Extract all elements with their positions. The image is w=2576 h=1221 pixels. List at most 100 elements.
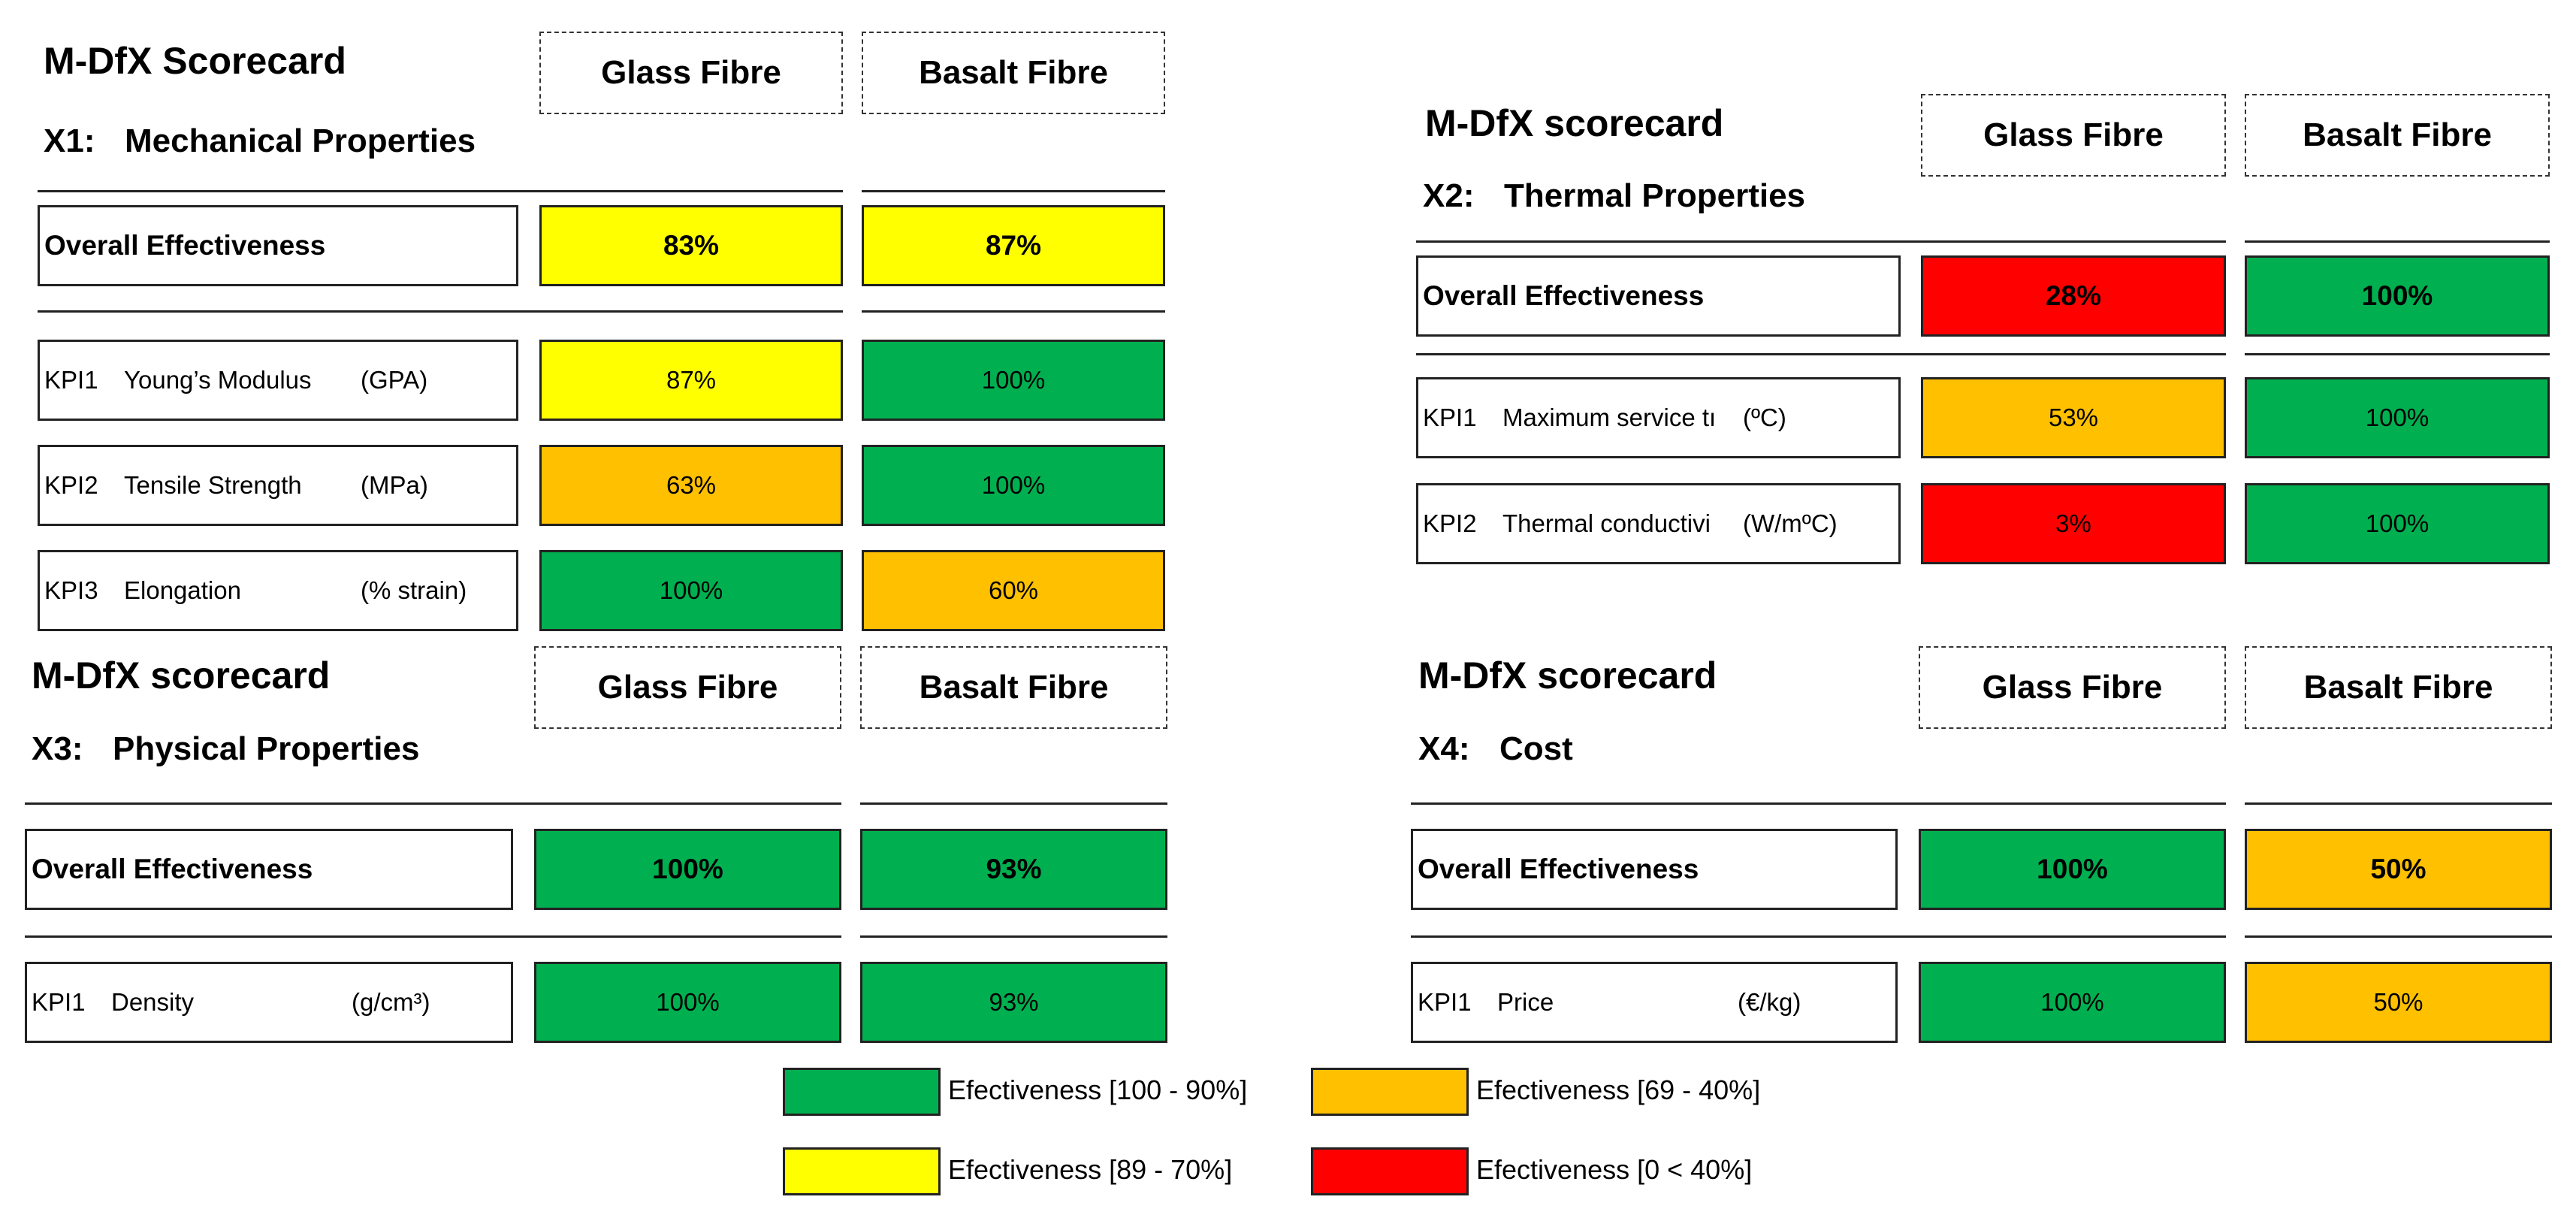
divider-line — [862, 190, 1165, 192]
legend-label: Efectiveness [69 - 40%] — [1476, 1074, 1761, 1105]
kpi-id: KPI3 — [44, 576, 98, 604]
scorecard-title: M-DfX Scorecard — [44, 40, 346, 82]
kpi-label: KPI3 Elongation (% strain) — [38, 550, 518, 631]
divider-line — [2245, 353, 2550, 355]
section-subtitle: X3: Physical Properties — [32, 730, 419, 768]
column-header-glass-fibre: Glass Fibre — [1921, 94, 2226, 177]
kpi-label: KPI1 Density (g/cm³) — [25, 962, 513, 1043]
scorecard-title: M-DfX scorecard — [1425, 102, 1724, 144]
section-name: Mechanical Properties — [125, 122, 476, 159]
kpi-glass-fibre-cell: 63% — [539, 445, 843, 526]
kpi-name: Young’s Modulus — [124, 366, 312, 394]
kpi-id: KPI1 — [1423, 403, 1477, 431]
overall-basalt-fibre-cell: 100% — [2245, 255, 2550, 337]
kpi-id: KPI1 — [1418, 988, 1472, 1016]
kpi-label: KPI1 Maximum service tı (ºC) — [1416, 377, 1901, 458]
kpi-name: Elongation — [124, 576, 241, 604]
overall-effectiveness-label: Overall Effectiveness — [38, 205, 518, 286]
divider-line — [862, 310, 1165, 313]
kpi-label: KPI2 Tensile Strength (MPa) — [38, 445, 518, 526]
overall-basalt-fibre-cell: 50% — [2245, 829, 2552, 910]
section-code: X3: — [32, 730, 83, 767]
kpi-name: Density — [111, 988, 195, 1016]
kpi-unit: (ºC) — [1741, 403, 1786, 432]
overall-basalt-fibre-cell: 87% — [862, 205, 1165, 286]
section-code: X2: — [1423, 177, 1475, 214]
divider-line — [2245, 802, 2552, 805]
divider-line — [860, 802, 1167, 805]
column-header-basalt-fibre: Basalt Fibre — [2245, 94, 2550, 177]
legend-label: Efectiveness [0 < 40%] — [1476, 1154, 1753, 1185]
legend-label: Efectiveness [100 - 90%] — [948, 1074, 1248, 1105]
section-name: Thermal Properties — [1504, 177, 1806, 214]
kpi-id: KPI1 — [32, 988, 86, 1016]
legend-swatch-yellow — [783, 1147, 941, 1195]
divider-line — [25, 935, 841, 938]
section-code: X4: — [1418, 730, 1470, 767]
section-name: Physical Properties — [113, 730, 420, 767]
kpi-name: Tensile Strength — [124, 471, 302, 499]
column-header-glass-fibre: Glass Fibre — [1919, 646, 2226, 729]
divider-line — [1411, 802, 2226, 805]
kpi-label: KPI2 Thermal conductivi (W/mºC) — [1416, 483, 1901, 564]
kpi-basalt-fibre-cell: 100% — [862, 340, 1165, 421]
legend-label: Efectiveness [89 - 70%] — [948, 1154, 1233, 1185]
overall-glass-fibre-cell: 83% — [539, 205, 843, 286]
column-header-basalt-fibre: Basalt Fibre — [2245, 646, 2552, 729]
legend-swatch-orange — [1311, 1068, 1469, 1116]
kpi-glass-fibre-cell: 3% — [1921, 483, 2226, 564]
kpi-basalt-fibre-cell: 100% — [2245, 377, 2550, 458]
section-subtitle: X4: Cost — [1418, 730, 1573, 768]
divider-line — [2245, 935, 2552, 938]
kpi-basalt-fibre-cell: 100% — [862, 445, 1165, 526]
overall-effectiveness-label: Overall Effectiveness — [1411, 829, 1898, 910]
divider-line — [1411, 935, 2226, 938]
kpi-basalt-fibre-cell: 60% — [862, 550, 1165, 631]
section-code: X1: — [44, 122, 95, 159]
kpi-glass-fibre-cell: 100% — [539, 550, 843, 631]
scorecard-title: M-DfX scorecard — [32, 654, 331, 697]
kpi-id: KPI2 — [1423, 509, 1477, 537]
divider-line — [860, 935, 1167, 938]
overall-glass-fibre-cell: 28% — [1921, 255, 2226, 337]
kpi-unit: (GPA) — [359, 366, 428, 394]
column-header-glass-fibre: Glass Fibre — [534, 646, 841, 729]
kpi-id: KPI1 — [44, 366, 98, 394]
kpi-name: Price — [1497, 988, 1554, 1016]
kpi-unit: (MPa) — [359, 471, 428, 500]
kpi-basalt-fibre-cell: 93% — [860, 962, 1167, 1043]
overall-effectiveness-label: Overall Effectiveness — [1416, 255, 1901, 337]
kpi-name: Maximum service tı — [1502, 403, 1717, 431]
column-header-basalt-fibre: Basalt Fibre — [860, 646, 1167, 729]
column-header-basalt-fibre: Basalt Fibre — [862, 32, 1165, 114]
divider-line — [38, 310, 843, 313]
kpi-unit: (€/kg) — [1736, 988, 1801, 1017]
kpi-glass-fibre-cell: 100% — [534, 962, 841, 1043]
kpi-id: KPI2 — [44, 471, 98, 499]
kpi-glass-fibre-cell: 87% — [539, 340, 843, 421]
legend-swatch-green — [783, 1068, 941, 1116]
kpi-unit: (W/mºC) — [1741, 509, 1838, 538]
kpi-label: KPI1 Price (€/kg) — [1411, 962, 1898, 1043]
column-header-glass-fibre: Glass Fibre — [539, 32, 843, 114]
divider-line — [1416, 353, 2226, 355]
kpi-unit: (g/cm³) — [350, 988, 430, 1017]
section-name: Cost — [1499, 730, 1573, 767]
divider-line — [1416, 240, 2226, 243]
overall-glass-fibre-cell: 100% — [1919, 829, 2226, 910]
overall-basalt-fibre-cell: 93% — [860, 829, 1167, 910]
kpi-basalt-fibre-cell: 100% — [2245, 483, 2550, 564]
section-subtitle: X2: Thermal Properties — [1423, 177, 1805, 215]
kpi-unit: (% strain) — [359, 576, 467, 605]
kpi-label: KPI1 Young’s Modulus (GPA) — [38, 340, 518, 421]
section-subtitle: X1: Mechanical Properties — [44, 122, 476, 160]
kpi-glass-fibre-cell: 100% — [1919, 962, 2226, 1043]
kpi-name: Thermal conductivi — [1502, 509, 1711, 537]
overall-effectiveness-label: Overall Effectiveness — [25, 829, 513, 910]
divider-line — [38, 190, 843, 192]
overall-glass-fibre-cell: 100% — [534, 829, 841, 910]
divider-line — [25, 802, 841, 805]
kpi-glass-fibre-cell: 53% — [1921, 377, 2226, 458]
kpi-basalt-fibre-cell: 50% — [2245, 962, 2552, 1043]
legend-swatch-red — [1311, 1147, 1469, 1195]
